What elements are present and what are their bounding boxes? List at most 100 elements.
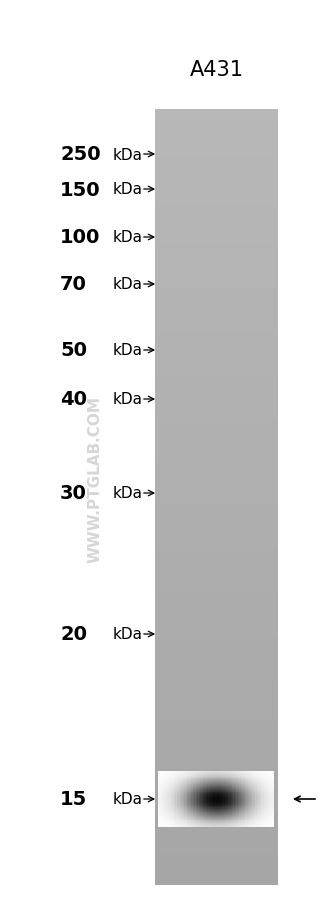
Bar [197, 800, 199, 801]
Bar [202, 788, 203, 789]
Bar [155, 264, 278, 268]
Bar [251, 811, 252, 813]
Bar [155, 308, 278, 312]
Bar [273, 778, 274, 779]
Bar [235, 796, 237, 797]
Bar [245, 807, 247, 809]
Bar [219, 773, 221, 774]
Bar [155, 192, 278, 196]
Bar [182, 824, 184, 825]
Bar [164, 771, 166, 772]
Bar [209, 824, 211, 825]
Bar [244, 796, 245, 797]
Bar [193, 775, 195, 776]
Bar [257, 802, 258, 803]
Bar [176, 791, 177, 792]
Bar [188, 810, 190, 812]
Bar [213, 793, 215, 794]
Bar [267, 820, 269, 821]
Bar [241, 809, 243, 811]
Bar [158, 778, 160, 779]
Bar [214, 784, 216, 786]
Bar [155, 724, 278, 727]
Bar [249, 785, 251, 787]
Bar [273, 826, 274, 827]
Bar [206, 805, 208, 807]
Bar [245, 806, 247, 808]
Bar [155, 742, 278, 745]
Bar [155, 758, 278, 760]
Bar [222, 805, 223, 806]
Bar [207, 772, 209, 773]
Bar [248, 806, 250, 808]
Bar [262, 807, 264, 809]
Bar [170, 823, 171, 824]
Bar [176, 798, 177, 799]
Bar [213, 798, 215, 799]
Bar [155, 548, 278, 552]
Bar [251, 774, 252, 775]
Bar [203, 779, 205, 781]
Bar [229, 802, 231, 803]
Bar [207, 812, 209, 814]
Bar [248, 793, 250, 794]
Bar [206, 779, 208, 781]
Bar [168, 788, 170, 789]
Bar [267, 822, 269, 823]
Bar [199, 782, 200, 784]
Bar [190, 802, 192, 803]
Bar [207, 792, 209, 793]
Bar [232, 809, 234, 811]
Bar [233, 825, 235, 826]
Bar [173, 815, 174, 816]
Bar [197, 807, 199, 809]
Bar [176, 784, 177, 786]
Bar [181, 791, 183, 792]
Bar [268, 771, 270, 772]
Bar [252, 785, 254, 787]
Bar [168, 820, 170, 821]
Bar [245, 789, 247, 790]
Bar [206, 793, 208, 794]
Bar [216, 816, 218, 817]
Bar [270, 812, 271, 814]
Bar [214, 814, 216, 815]
Bar [200, 823, 202, 824]
Bar [155, 848, 278, 851]
Bar [216, 795, 218, 796]
Bar [273, 807, 274, 809]
Bar [247, 775, 248, 776]
Bar [165, 772, 167, 773]
Bar [239, 807, 241, 809]
Bar [165, 807, 167, 809]
Bar [257, 809, 258, 811]
Bar [219, 772, 221, 773]
Bar [258, 813, 260, 815]
Bar [219, 819, 221, 820]
Bar [206, 786, 208, 787]
Bar [270, 801, 271, 802]
Bar [241, 779, 243, 781]
Bar [242, 785, 244, 787]
Bar [155, 482, 278, 484]
Bar [214, 810, 216, 812]
Bar [168, 779, 170, 781]
Bar [170, 825, 171, 826]
Bar [271, 793, 273, 794]
Bar [249, 778, 251, 779]
Bar [207, 802, 209, 803]
Bar [229, 803, 231, 804]
Bar [232, 781, 234, 783]
Bar [229, 798, 231, 799]
Bar [219, 813, 221, 815]
Bar [207, 799, 209, 800]
Bar [236, 793, 238, 794]
Bar [197, 775, 199, 776]
Bar [207, 801, 209, 802]
Bar [180, 791, 182, 792]
Bar [155, 559, 278, 562]
Bar [194, 824, 196, 825]
Bar [232, 816, 234, 817]
Bar [187, 771, 189, 772]
Bar [222, 809, 223, 811]
